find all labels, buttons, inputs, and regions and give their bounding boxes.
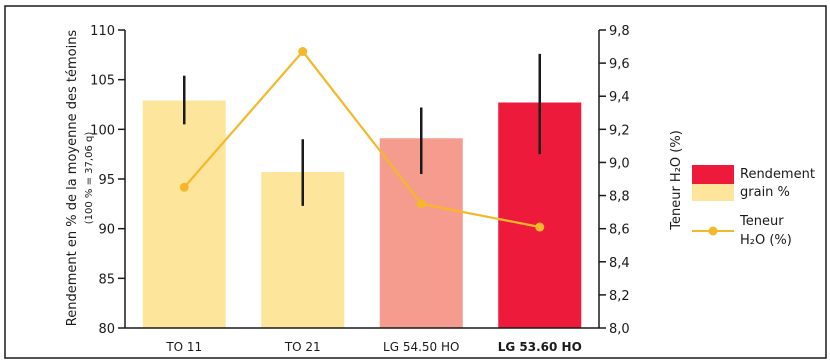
line-point [298,47,308,57]
legend-swatch-top [692,165,734,184]
legend-line-label-1: Teneur [739,214,784,229]
line-path [183,49,540,229]
left-tick-label: 95 [98,173,115,188]
right-tick-label: 8,8 [609,190,630,205]
left-tick-label: 90 [98,223,115,238]
right-tick-label: 8,4 [609,256,630,271]
x-tick-label: LG 54.50 HO [383,340,459,354]
y-right-label: Teneur H₂O (%) [669,130,684,231]
right-tick-label: 9,2 [609,123,630,138]
legend-bar-label-1: Rendement [740,167,815,182]
legend-line-label-2: H₂O (%) [740,233,792,248]
right-tick-label: 9,4 [609,90,630,105]
left-tick-label: 110 [90,24,115,39]
right-tick-label: 9,8 [609,24,630,39]
right-tick-label: 8,2 [609,289,630,304]
legend: Rendement grain % Teneur H₂O (%) [692,165,815,248]
x-tick-label: TO 21 [284,340,321,354]
right-tick-label: 8,0 [609,322,630,337]
right-axis: 8,0 8,2 8,4 8,6 8,8 9,0 9,2 9,4 9,6 9,8 [599,24,630,337]
left-tick-label: 100 [90,123,115,138]
legend-line-marker [708,226,718,236]
legend-swatch-bottom [692,184,734,201]
left-tick-label: 80 [98,322,115,337]
line-point [535,222,545,232]
x-tick-label: LG 53.60 HO [498,340,582,354]
x-tick-label: TO 11 [165,340,202,354]
x-axis-labels: TO 11 TO 21 LG 54.50 HO LG 53.60 HO [165,340,581,354]
right-tick-label: 8,6 [609,223,630,238]
y-left-label: Rendement en % de la moyenne des témoins [65,30,80,327]
bar [142,100,226,328]
line-point [416,199,426,209]
right-tick-label: 9,0 [609,156,630,171]
legend-bar-label-2: grain % [740,185,790,200]
right-tick-label: 9,6 [609,57,630,72]
left-axis: 80 85 90 95 100 105 110 [90,24,125,337]
left-tick-label: 105 [90,74,115,89]
line-series [179,47,545,232]
left-tick-label: 85 [98,272,115,287]
y-left-sublabel: (100 % = 37,06 q) [84,132,95,225]
error-bars [183,53,541,206]
line-point [179,182,189,192]
